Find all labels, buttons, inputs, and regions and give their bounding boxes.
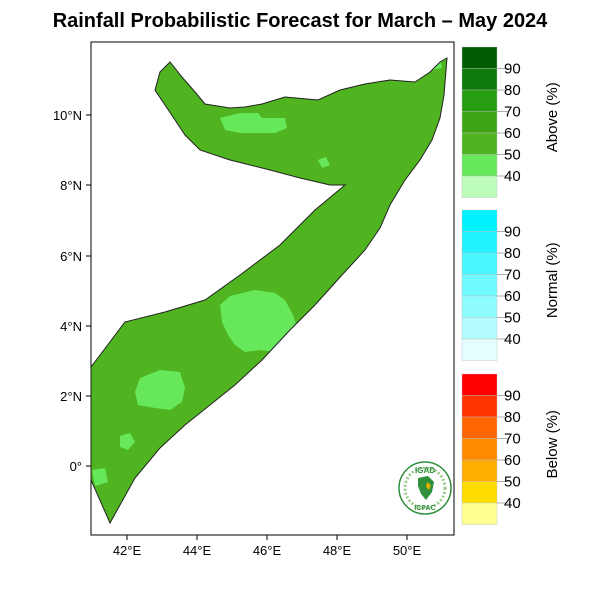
lon-label: 42°E [113,543,142,558]
above-40-50-patch-coast [318,157,330,168]
lon-tick-marks [126,535,408,540]
legend-below-tick-label: 50 [504,474,521,491]
legend-below-swatch [461,373,498,396]
legend-below-tick-label: 80 [504,409,521,426]
legend-normal-swatch [461,231,498,254]
legend-above: 90 80 70 60 50 40 Above (%) [461,46,561,198]
legend-normal-swatch [461,252,498,275]
legend-below: 90 80 70 60 50 40 Below (%) [461,373,561,525]
legend-normal-tick-label: 80 [504,245,521,262]
legend-normal-swatch [461,209,498,232]
legend-below-swatch [461,438,498,461]
legend-normal-tick-label: 70 [504,267,521,284]
logo-top-text: IGAD [415,466,435,475]
legend-normal-swatch [461,274,498,297]
lat-label: 6°N [60,249,82,264]
legend-above-swatch [461,89,498,112]
above-40-50-patch-central [220,290,298,352]
lon-label: 50°E [393,543,422,558]
lat-label: 10°N [53,108,82,123]
legend-normal-title: Normal (%) [544,242,561,318]
legend-normal-tick-label: 50 [504,310,521,327]
legend-normal-swatch [461,295,498,318]
africa-map-icon [418,476,434,500]
legend-below-tick-label: 70 [504,431,521,448]
legend-normal-swatch [461,317,498,340]
legend-above-swatch [461,175,498,198]
lat-label: 0° [70,459,82,474]
legend-normal-tick-label: 60 [504,288,521,305]
logo-laurel [403,466,447,510]
legend-normal-swatch [461,338,498,361]
legend-below-title: Below (%) [544,410,561,478]
legend-above-title: Above (%) [544,82,561,152]
legend-normal-tick-label: 90 [504,224,521,241]
legend-above-swatch [461,154,498,177]
lat-tick-labels: 10°N 8°N 6°N 4°N 2°N 0° [53,108,82,474]
icpac-logo: IGAD ICPAC [398,461,452,515]
igad-region-icon [426,482,431,490]
legend-above-swatch [461,68,498,91]
lat-tick-marks [86,114,91,467]
lat-label: 2°N [60,389,82,404]
above-40-50-patch-north [220,113,287,133]
legend-normal: 90 80 70 60 50 40 Normal (%) [461,209,561,361]
page-title: Rainfall Probabilistic Forecast for Marc… [52,10,548,32]
lon-label: 48°E [323,543,352,558]
legend-above-swatch [461,132,498,155]
legend-above-swatch [461,46,498,69]
legend-above-tick-label: 50 [504,147,521,164]
legend-below-swatch [461,395,498,418]
legend-above-tick-label: 70 [504,104,521,121]
legend-above-tick-label: 40 [504,168,521,185]
lon-label: 46°E [253,543,282,558]
legend-below-swatch [461,481,498,504]
legend-below-tick-label: 40 [504,495,521,512]
legend-below-swatch [461,459,498,482]
above-40-50-patch-southwest-2 [92,468,108,486]
legend-below-tick-label: 90 [504,388,521,405]
lat-label: 8°N [60,178,82,193]
above-40-50-patch-south [135,370,185,410]
legend-normal-tick-label: 40 [504,331,521,348]
legend-below-tick-label: 60 [504,452,521,469]
logo-bottom-text: ICPAC [414,505,435,512]
lon-label: 44°E [183,543,212,558]
lat-label: 4°N [60,319,82,334]
legend-below-swatch [461,502,498,525]
legend-below-swatch [461,416,498,439]
lon-tick-labels: 42°E 44°E 46°E 48°E 50°E [113,543,422,558]
above-40-50-patch-southwest [120,433,135,450]
legend-above-swatch [461,111,498,134]
legend-above-tick-label: 90 [504,61,521,78]
legend-above-tick-label: 80 [504,82,521,99]
legend-above-tick-label: 60 [504,125,521,142]
